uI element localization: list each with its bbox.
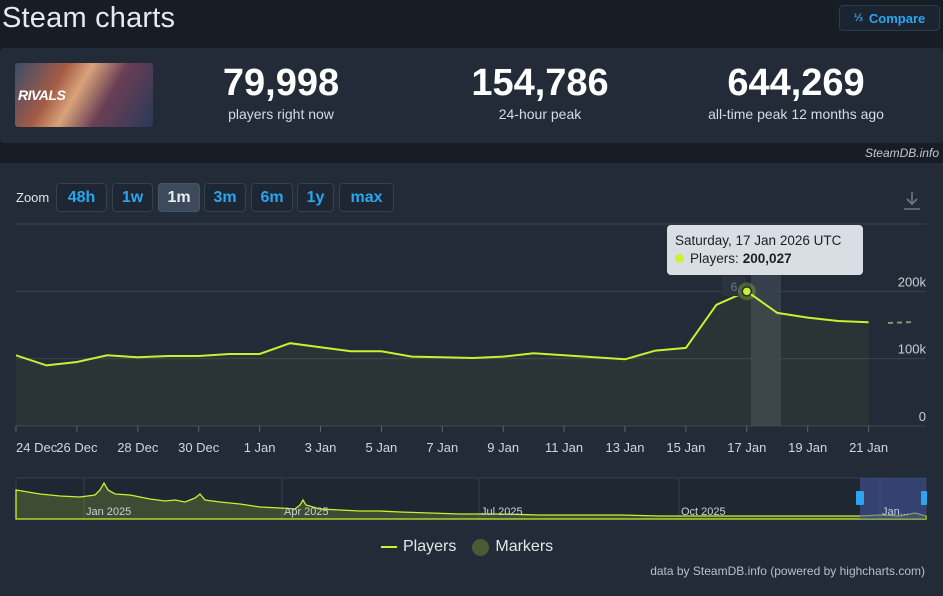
players-line (15, 290, 869, 367)
players-area (16, 291, 869, 426)
x-tick-label: 11 Jan (545, 440, 583, 455)
event-marker[interactable]: 6 (722, 276, 746, 296)
stat-label: 24-hour peak (498, 106, 582, 122)
stat-label: players right now (228, 106, 334, 122)
legend-item-markers[interactable]: Markers (472, 538, 553, 556)
y-tick-label: 0 (919, 409, 926, 424)
navigator-series (15, 481, 927, 520)
navigator-tick-label: Oct 2025 (681, 506, 726, 518)
x-tick-label: 19 Jan (788, 440, 827, 455)
stats-panel: RIVALS 79,998 players right now 154,786 … (0, 48, 943, 143)
x-tick-label: 21 Jan (849, 440, 888, 455)
zoom-max-button[interactable]: max (339, 183, 394, 212)
download-icon[interactable] (903, 191, 921, 211)
navigator-selection[interactable] (860, 478, 926, 519)
x-axis-ticks: 24 Dec 26 Dec 28 Dec 30 Dec 1 Jan 3 Jan 5 Jan 7… (15, 426, 888, 455)
legend-line-icon (381, 546, 397, 548)
compare-label: Compare (868, 10, 926, 26)
stat-players-now: 79,998 players right now (205, 60, 357, 122)
stat-24h-peak: 154,786 24-hour peak (455, 60, 625, 122)
navigator-ticks: Jan 2025 Apr 2025 Jul 2025 Oct 2025 Jan... (86, 506, 909, 518)
x-tick-label: 26 Dec (56, 440, 98, 455)
page-title: Steam charts (2, 2, 176, 34)
x-tick-label: 13 Jan (605, 440, 644, 455)
zoom-1w-button[interactable]: 1w (112, 183, 153, 212)
stat-value: 79,998 (222, 62, 340, 104)
stat-value: 154,786 (471, 62, 609, 104)
navigator-tick-label: Jan... (882, 506, 909, 518)
navigator-tick-label: Apr 2025 (284, 506, 329, 518)
navigator-right-handle[interactable] (921, 491, 927, 505)
x-tick-label: 24 Dec (16, 440, 58, 455)
tooltip-date: Saturday, 17 Jan 2026 UTC (675, 233, 842, 248)
series-dot-icon (675, 254, 684, 263)
x-tick-label: 28 Dec (117, 440, 159, 455)
hover-point[interactable] (741, 286, 753, 297)
legend-label: Players (403, 538, 457, 555)
x-tick-label: 15 Jan (666, 440, 705, 455)
fraction-icon: ⅓ (853, 12, 863, 24)
navigator-tick-label: Jan 2025 (86, 506, 131, 518)
navigator[interactable]: Jan 2025 Apr 2025 Jul 2025 Oct 2025 Jan... (15, 477, 927, 520)
compare-button[interactable]: ⅓ Compare (839, 5, 940, 31)
x-tick-label: 7 Jan (426, 440, 458, 455)
y-axis-ticks: 0 100k 200k (898, 274, 927, 424)
zoom-6m-button[interactable]: 6m (251, 183, 293, 212)
stat-all-time-peak: 644,269 all-time peak 12 months ago (690, 60, 902, 122)
x-tick-label: 9 Jan (487, 440, 519, 455)
y-tick-label: 200k (898, 274, 927, 289)
chart-tooltip: Saturday, 17 Jan 2026 UTC Players: 200,0… (667, 225, 863, 275)
zoom-label: Zoom (16, 190, 50, 205)
navigator-left-handle[interactable] (856, 491, 864, 505)
x-tick-label: 1 Jan (244, 440, 276, 455)
y-tick-label: 100k (898, 342, 927, 357)
steamdb-credit[interactable]: SteamDB.info (864, 146, 939, 160)
legend-item-players[interactable]: Players (381, 538, 456, 556)
zoom-1m-button[interactable]: 1m (158, 183, 200, 212)
stat-value: 644,269 (727, 62, 865, 104)
chart-legend: Players Markers (381, 538, 553, 556)
game-banner[interactable]: RIVALS (15, 63, 153, 127)
stat-label: all-time peak 12 months ago (708, 106, 884, 122)
zoom-1y-button[interactable]: 1y (297, 183, 334, 212)
game-logo-text: RIVALS (18, 87, 66, 103)
players-line-dash (887, 321, 915, 324)
x-tick-label: 3 Jan (305, 440, 337, 455)
x-tick-label: 17 Jan (727, 440, 766, 455)
tooltip-series: Players: (690, 251, 739, 266)
navigator-tick-label: Jul 2025 (481, 506, 523, 518)
zoom-48h-button[interactable]: 48h (56, 183, 107, 212)
x-tick-label: 30 Dec (178, 440, 220, 455)
chart-footnote[interactable]: data by SteamDB.info (powered by highcha… (650, 564, 925, 578)
zoom-3m-button[interactable]: 3m (204, 183, 246, 212)
x-tick-label: 5 Jan (365, 440, 397, 455)
legend-label: Markers (495, 538, 554, 555)
event-marker-label: 6 (731, 280, 738, 294)
tooltip-value: 200,027 (742, 251, 792, 266)
legend-marker-icon (472, 538, 490, 556)
